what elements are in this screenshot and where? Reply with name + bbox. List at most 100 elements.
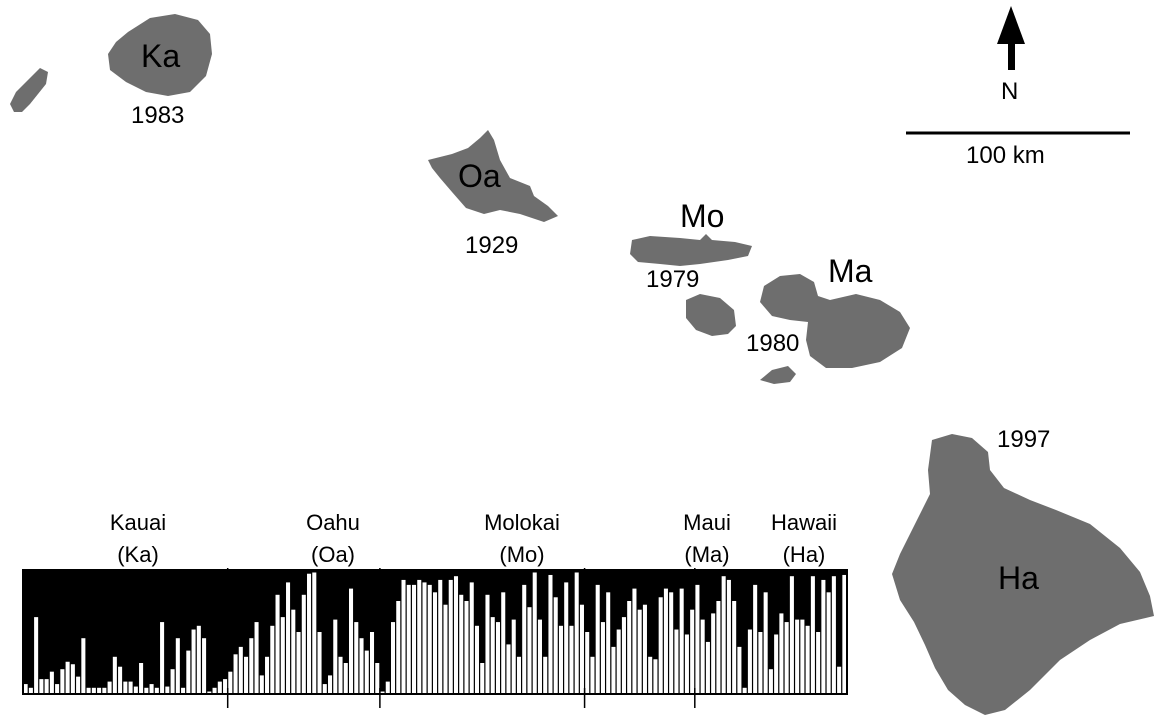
individual-bar (244, 656, 249, 694)
individual-bar (831, 576, 836, 694)
group-label-hawaii: Hawaii (Ha) (754, 507, 854, 571)
individual-bar (632, 588, 637, 694)
individual-bar (511, 619, 516, 694)
molokai-island-shape (630, 234, 752, 266)
individual-bar (55, 684, 60, 694)
individual-bar (275, 594, 280, 694)
individual-bar (732, 601, 737, 694)
individual-bar (249, 638, 254, 694)
group-name: Kauai (109, 510, 167, 535)
individual-bar (648, 656, 653, 694)
individual-bar (139, 663, 144, 694)
individual-bar (800, 619, 805, 694)
individual-bar (485, 594, 490, 694)
north-label: N (1001, 78, 1019, 105)
island-code-ka: Ka (141, 38, 181, 74)
individual-bar (705, 641, 710, 694)
group-code: (Mo) (499, 541, 545, 567)
individual-bar (107, 681, 112, 694)
individual-bar (506, 644, 511, 694)
individual-bar (606, 592, 611, 694)
island-year-ka: 1983 (131, 102, 185, 129)
individual-bar (784, 622, 789, 694)
individual-bar (396, 601, 401, 694)
individual-bar (322, 684, 327, 694)
individual-bar (401, 579, 406, 694)
individual-bar (821, 579, 826, 694)
individual-bar (380, 691, 385, 694)
individual-bar (459, 594, 464, 694)
individual-bar (537, 619, 542, 694)
individual-bar (532, 572, 537, 694)
kahoolawe-island-shape (760, 366, 796, 384)
individual-bar (753, 584, 758, 694)
individual-bar (469, 582, 474, 694)
individual-bar (349, 588, 354, 694)
island-code-mo: Mo (680, 198, 725, 234)
individual-bar (317, 632, 322, 694)
individual-bar (621, 617, 626, 694)
group-name: Oahu (306, 510, 360, 535)
individual-bar (684, 634, 689, 694)
individual-bar (91, 687, 96, 694)
individual-bar (70, 664, 75, 694)
individual-bar (312, 572, 317, 694)
individual-bar (375, 663, 380, 694)
individual-bar (464, 601, 469, 694)
individual-bar (118, 666, 123, 694)
individual-bar (144, 687, 149, 694)
individual-bar (202, 638, 207, 694)
individual-bar (238, 646, 243, 694)
individual-bar (842, 574, 847, 694)
individual-bar (328, 675, 333, 694)
individual-bar (543, 656, 548, 694)
individual-bar (747, 629, 752, 694)
individual-bar (422, 582, 427, 694)
group-name: Maui (683, 510, 731, 535)
individual-bar (789, 576, 794, 694)
individual-bar (286, 582, 291, 694)
individual-bar (385, 681, 390, 694)
individual-bar (453, 576, 459, 694)
individual-bar (438, 579, 443, 694)
individual-bar (23, 684, 28, 694)
individual-bar (716, 601, 721, 694)
individual-bar (758, 632, 763, 694)
individual-bar (553, 597, 558, 694)
individual-bar (97, 687, 102, 694)
individual-bar (637, 609, 642, 694)
individual-bar (627, 601, 632, 694)
individual-bar (343, 663, 348, 694)
lanai-island-shape (686, 294, 736, 336)
individual-bar (585, 632, 590, 694)
individual-bar (154, 687, 159, 694)
individual-bar (737, 646, 742, 694)
individual-bar (501, 592, 506, 694)
individual-bar (212, 687, 217, 694)
individual-bar (574, 572, 579, 694)
individual-bar (490, 617, 495, 694)
individual-bar (695, 584, 700, 694)
individual-bar (474, 625, 480, 694)
individual-bar (774, 634, 779, 694)
individual-bar (112, 656, 117, 694)
individual-bar (564, 582, 569, 694)
structure-plot (22, 568, 848, 708)
individual-bar (133, 686, 138, 694)
individual-bar (28, 687, 33, 694)
island-code-oa: Oa (458, 158, 501, 194)
individual-bar (516, 656, 521, 694)
individual-bar (768, 669, 773, 694)
individual-bar (390, 622, 396, 694)
kauai-island-shape (108, 14, 212, 96)
individual-bar (411, 584, 417, 694)
individual-bar (590, 656, 595, 694)
group-code: (Ma) (684, 541, 730, 567)
individual-bar (359, 638, 364, 694)
individual-bar (726, 579, 731, 694)
group-name: Molokai (484, 510, 560, 535)
individual-bar (149, 684, 154, 694)
north-arrow-icon (997, 6, 1025, 70)
individual-bar (270, 625, 275, 694)
